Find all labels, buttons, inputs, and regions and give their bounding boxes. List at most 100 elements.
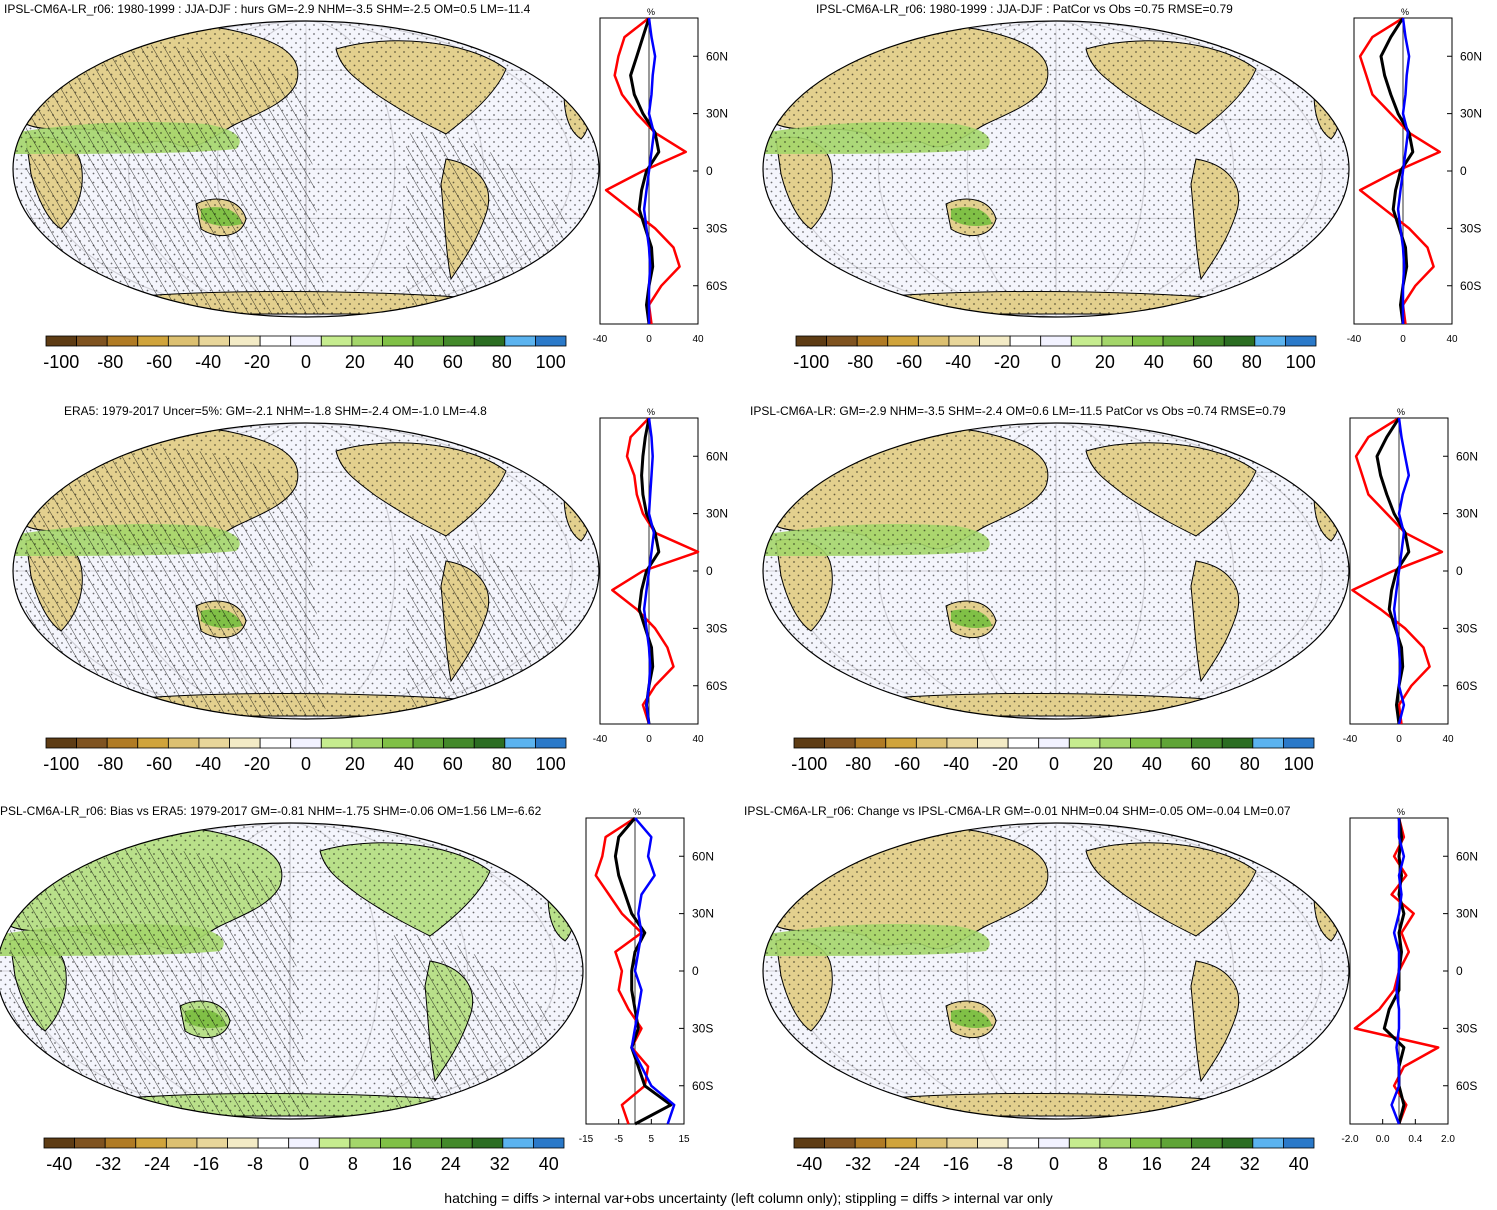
colorbar-swatch xyxy=(504,737,536,749)
map-robinson xyxy=(12,20,600,318)
colorbar-label: -32 xyxy=(95,1154,121,1174)
lat-tick-label: 60N xyxy=(1456,849,1478,863)
colorbar-swatch xyxy=(227,1137,259,1149)
colorbar: -100 -80 -60 -40 -20 0 20 40 60 80 100 xyxy=(794,335,1317,372)
colorbar-swatch xyxy=(290,737,322,749)
profile-unit: % xyxy=(1401,7,1409,17)
colorbar-swatch xyxy=(349,1137,381,1149)
lat-tick-label: 30S xyxy=(1456,1021,1477,1035)
map-border xyxy=(762,422,1350,720)
colorbar-swatch xyxy=(382,737,414,749)
x-tick-label: 40 xyxy=(692,734,704,744)
colorbar-label: 80 xyxy=(492,352,512,372)
colorbar-swatch xyxy=(198,335,230,347)
colorbar-label: 8 xyxy=(1098,1154,1108,1174)
map-robinson xyxy=(762,822,1350,1120)
colorbar-swatch xyxy=(917,335,950,347)
colorbar-swatch xyxy=(1283,1137,1315,1149)
colorbar-label: -24 xyxy=(894,1154,920,1174)
colorbar-label: -40 xyxy=(46,1154,72,1174)
colorbar-swatch xyxy=(167,335,200,347)
colorbar-swatch xyxy=(74,1137,106,1149)
lat-tick-label: 0 xyxy=(1456,964,1463,978)
colorbar-swatch xyxy=(1070,335,1103,347)
colorbar-swatch xyxy=(257,1137,290,1149)
colorbar-swatch xyxy=(1068,737,1101,749)
lat-tick-label: 30N xyxy=(1456,907,1478,921)
colorbar-label: -40 xyxy=(796,1154,822,1174)
colorbar-label: 24 xyxy=(441,1154,461,1174)
colorbar-swatch xyxy=(318,1137,351,1149)
lat-tick-label: 60N xyxy=(706,49,728,63)
colorbar: -40 -32 -24 -16 -8 0 8 16 24 32 40 xyxy=(43,1137,565,1174)
colorbar-swatch xyxy=(979,335,1011,347)
zonal-profile: % 60N 30N 0 30S 60S -40 0 40 xyxy=(593,7,728,344)
colorbar-label: -60 xyxy=(146,754,172,774)
colorbar-label: 80 xyxy=(1242,352,1262,372)
colorbar-label: 40 xyxy=(539,1154,559,1174)
profile-series-line xyxy=(594,816,650,1125)
colorbar-swatch xyxy=(793,737,825,749)
profile-series-line xyxy=(629,17,661,325)
zonal-profile: % 60N 30N 0 30S 60S -2.0 0.0 0.4 2.0 xyxy=(1341,807,1478,1144)
colorbar-swatch xyxy=(535,335,567,347)
x-tick-label: 0.0 xyxy=(1376,1134,1390,1144)
colorbar-swatch xyxy=(137,335,169,347)
colorbar-label: -60 xyxy=(146,352,172,372)
x-tick-label: -40 xyxy=(1347,334,1362,344)
colorbar-swatch xyxy=(1130,737,1162,749)
colorbar-swatch xyxy=(443,737,475,749)
colorbar-label: -100 xyxy=(44,754,79,774)
colorbar-label: -20 xyxy=(244,754,270,774)
colorbar-label: 0 xyxy=(301,754,311,774)
x-tick-label: 0.4 xyxy=(1408,1134,1422,1144)
colorbar-label: -40 xyxy=(945,352,971,372)
lat-tick-label: 60S xyxy=(1460,279,1481,293)
colorbar-swatch xyxy=(45,335,77,347)
colorbar-label: -8 xyxy=(997,1154,1013,1174)
lat-tick-label: 30S xyxy=(692,1021,713,1035)
colorbar-label: 0 xyxy=(1049,1154,1059,1174)
colorbar-swatch xyxy=(1007,737,1040,749)
colorbar-swatch xyxy=(946,737,978,749)
zonal-profile: % 60N 30N 0 30S 60S -15 -5 5 15 xyxy=(579,807,714,1144)
colorbar-swatch xyxy=(977,1137,1009,1149)
x-tick-label: -15 xyxy=(579,1134,594,1144)
colorbar: -100 -80 -60 -40 -20 0 20 40 60 80 100 xyxy=(792,737,1315,774)
colorbar-label: 20 xyxy=(1093,754,1113,774)
lat-tick-label: 60N xyxy=(1460,49,1482,63)
colorbar-swatch xyxy=(533,1137,565,1149)
colorbar: -40 -32 -24 -16 -8 0 8 16 24 32 40 xyxy=(793,1137,1315,1174)
colorbar-label: 100 xyxy=(1286,352,1316,372)
map-border xyxy=(762,822,1350,1120)
colorbar-swatch xyxy=(915,1137,948,1149)
colorbar: -100 -80 -60 -40 -20 0 20 40 60 80 100 xyxy=(44,335,567,372)
colorbar-swatch xyxy=(43,1137,75,1149)
colorbar-swatch xyxy=(946,1137,978,1149)
colorbar-swatch xyxy=(1099,737,1131,749)
lat-tick-label: 60S xyxy=(706,279,727,293)
map-title: IPSL-CM6A-LR_r06: 1980-1999 : JJA-DJF : … xyxy=(816,2,1233,16)
colorbar-label: 20 xyxy=(1095,352,1115,372)
lat-tick-label: 30N xyxy=(706,507,728,521)
colorbar-label: -60 xyxy=(894,754,920,774)
colorbar-swatch xyxy=(382,335,414,347)
colorbar-swatch xyxy=(1099,1137,1131,1149)
colorbar-swatch xyxy=(412,737,445,749)
lat-tick-label: 0 xyxy=(706,564,713,578)
colorbar-label: -40 xyxy=(195,352,221,372)
colorbar-swatch xyxy=(1130,1137,1162,1149)
colorbar-label: 20 xyxy=(345,754,365,774)
colorbar-swatch xyxy=(259,737,292,749)
lat-tick-label: 60S xyxy=(1456,679,1477,693)
colorbar-swatch xyxy=(1285,335,1317,347)
x-tick-label: 5 xyxy=(649,1134,655,1144)
profile-series-line xyxy=(611,417,700,725)
colorbar-label: 24 xyxy=(1191,1154,1211,1174)
colorbar-swatch xyxy=(887,335,919,347)
colorbar-swatch xyxy=(165,1137,198,1149)
colorbar-label: 0 xyxy=(299,1154,309,1174)
colorbar-label: 80 xyxy=(492,754,512,774)
lat-tick-label: 60S xyxy=(706,679,727,693)
colorbar-swatch xyxy=(1223,335,1256,347)
